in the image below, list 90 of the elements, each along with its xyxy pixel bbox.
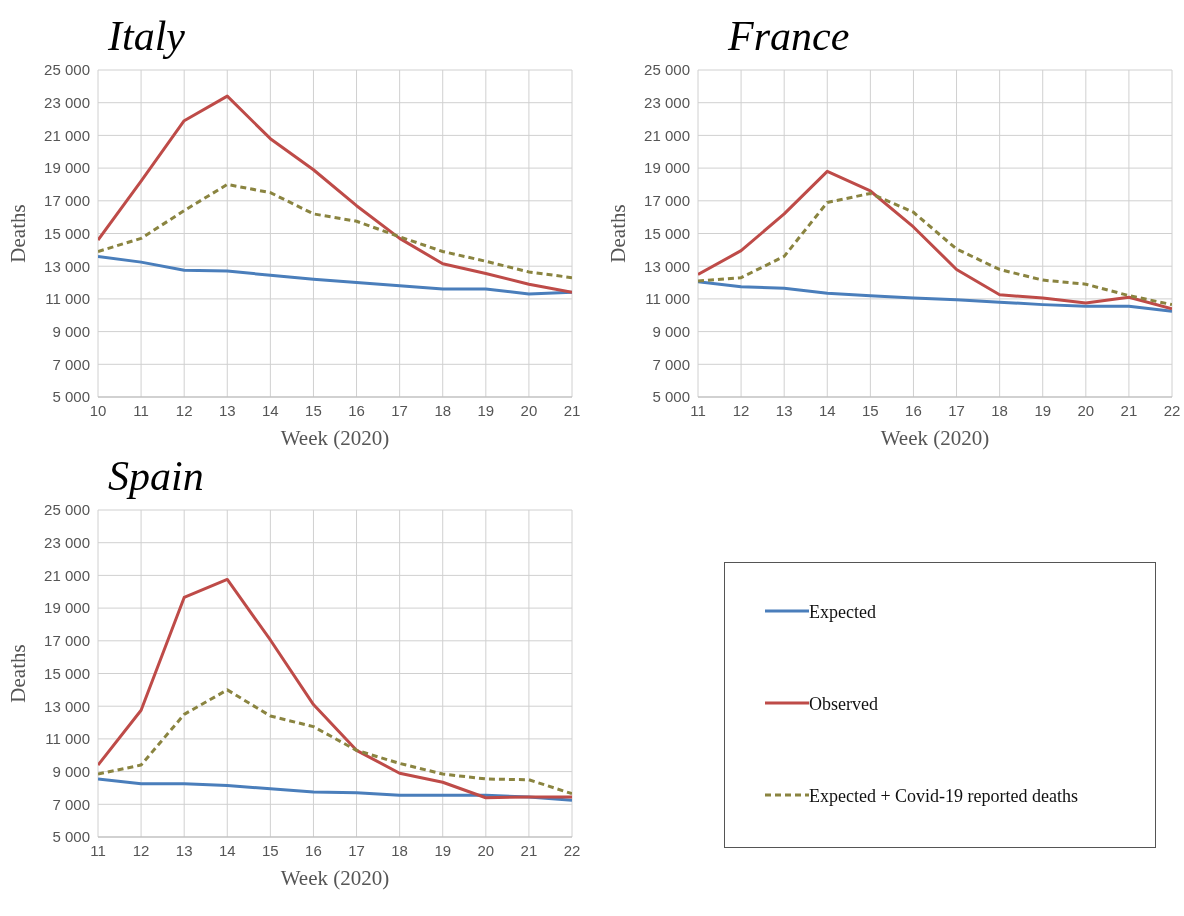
y-tick-label: 13 000 [644,257,690,275]
x-tick-label: 18 [391,841,408,859]
x-tick-label: 21 [520,841,538,859]
y-tick-label: 11 000 [45,290,90,308]
x-tick-label: 12 [732,401,750,419]
x-tick-label: 20 [1077,401,1095,419]
y-axis-title: Deaths [6,204,31,263]
x-tick-label: 12 [175,401,193,419]
line-series [698,280,1172,313]
x-tick-label: 13 [775,401,793,419]
x-tick-label: 15 [305,401,322,419]
y-tick-label: 7 000 [52,795,90,813]
y-tick-label: 9 000 [52,762,90,780]
x-axis-title: Week (2020) [880,426,990,450]
y-axis-title: Deaths [6,644,31,703]
x-tick-label: 19 [434,841,452,859]
y-tick-label: 19 000 [44,159,90,177]
y-tick-label: 9 000 [652,322,690,340]
line-series [98,94,572,294]
x-tick-label: 18 [434,401,452,419]
line-series [698,191,1172,307]
x-tick-label: 17 [948,401,965,419]
x-tick-label: 12 [132,841,150,859]
x-tick-label: 11 [133,401,149,419]
x-tick-label: 14 [818,401,836,419]
x-tick-label: 20 [477,841,495,859]
x-tick-label: 16 [348,401,365,419]
x-tick-label: 19 [1034,401,1052,419]
x-tick-label: 22 [1163,401,1181,419]
y-tick-label: 15 000 [44,224,90,242]
y-tick-label: 13 000 [44,257,90,275]
line-series [698,169,1172,311]
chart-title: Italy [108,12,185,60]
y-tick-label: 19 000 [644,159,690,177]
x-tick-label: 13 [175,841,193,859]
y-tick-label: 7 000 [52,355,90,373]
x-tick-label: 20 [520,401,538,419]
x-tick-label: 14 [262,401,279,419]
y-tick-label: 11 000 [645,290,690,308]
y-tick-label: 17 000 [644,192,690,210]
legend-label: Expected + Covid-19 reported deaths [809,785,1079,808]
x-tick-label: 21 [1120,401,1138,419]
y-tick-label: 23 000 [644,94,690,112]
y-tick-label: 23 000 [44,534,90,552]
y-tick-label: 21 000 [44,126,90,144]
legend-label: Observed [809,693,878,716]
y-axis-title: Deaths [606,204,631,263]
line-series [98,688,572,796]
y-tick-label: 11 000 [45,730,90,748]
x-tick-label: 17 [348,841,365,859]
y-tick-label: 25 000 [44,61,90,79]
y-tick-label: 19 000 [44,599,90,617]
x-tick-label: 15 [262,841,279,859]
y-tick-label: 25 000 [644,61,690,79]
x-tick-label: 11 [690,401,706,419]
y-tick-label: 13 000 [44,697,90,715]
x-axis-title: Week (2020) [280,426,390,450]
x-tick-label: 19 [477,401,495,419]
x-tick-label: 16 [305,841,322,859]
y-tick-label: 15 000 [44,664,90,682]
y-tick-label: 5 000 [652,388,690,406]
y-tick-label: 21 000 [44,566,90,584]
y-tick-label: 5 000 [52,828,90,846]
x-tick-label: 13 [218,401,236,419]
x-tick-label: 14 [218,841,236,859]
x-tick-label: 15 [862,401,879,419]
y-tick-label: 17 000 [44,192,90,210]
x-tick-label: 18 [991,401,1008,419]
y-tick-label: 9 000 [52,322,90,340]
y-tick-label: 23 000 [44,94,90,112]
chart-title: France [728,12,850,60]
y-tick-label: 17 000 [44,632,90,650]
chart-title: Spain [108,452,204,500]
x-tick-label: 22 [563,841,581,859]
line-series [98,254,572,296]
x-tick-label: 21 [563,401,581,419]
line-series [98,182,572,280]
legend-label: Expected [809,601,876,624]
y-tick-label: 21 000 [644,126,690,144]
x-tick-label: 10 [89,401,107,419]
y-tick-label: 7 000 [652,355,690,373]
x-tick-label: 16 [905,401,922,419]
line-series [98,777,572,802]
y-tick-label: 5 000 [52,388,90,406]
y-tick-label: 15 000 [644,224,690,242]
x-tick-label: 11 [90,841,106,859]
y-tick-label: 25 000 [44,501,90,519]
line-series [98,577,572,800]
x-tick-label: 17 [391,401,408,419]
x-axis-title: Week (2020) [280,866,390,890]
